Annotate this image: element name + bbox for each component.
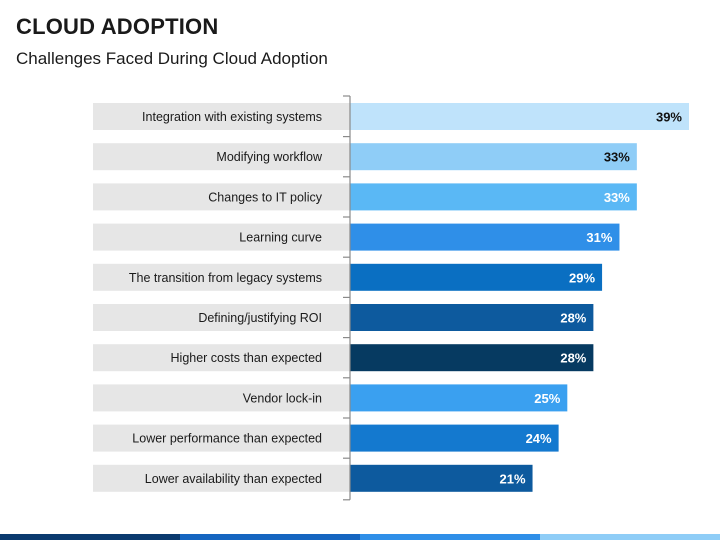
category-label: Defining/justifying ROI <box>198 311 322 325</box>
category-label-band <box>93 464 350 492</box>
bar <box>350 344 594 372</box>
bar <box>350 183 637 211</box>
category-label: Higher costs than expected <box>171 351 323 365</box>
category-label-band <box>93 103 350 130</box>
strip-segment-4 <box>540 534 720 540</box>
category-label: Vendor lock-in <box>243 391 322 405</box>
bar <box>350 304 594 331</box>
data-label: 31% <box>586 230 612 245</box>
strip-segment-1 <box>0 534 180 540</box>
category-label-band <box>93 143 350 171</box>
category-label-band <box>93 183 350 211</box>
category-label-band <box>93 263 350 291</box>
category-label-band <box>93 223 350 251</box>
category-label-band <box>93 424 350 452</box>
page-subtitle: Challenges Faced During Cloud Adoption <box>16 49 328 68</box>
strip-segment-3 <box>360 534 540 540</box>
category-label-band <box>93 344 350 372</box>
category-label: Lower performance than expected <box>132 432 322 446</box>
category-label: The transition from legacy systems <box>129 271 322 285</box>
category-label: Changes to IT policy <box>208 190 322 204</box>
strip-segment-2 <box>180 534 360 540</box>
bar <box>350 263 603 291</box>
bottom-color-strip <box>0 534 720 540</box>
data-label: 21% <box>500 471 526 486</box>
data-label: 33% <box>604 150 630 165</box>
category-label: Modifying workflow <box>216 150 323 164</box>
page-title: CLOUD ADOPTION <box>16 14 219 39</box>
bar <box>350 143 637 171</box>
data-label: 28% <box>560 311 586 326</box>
category-label-band <box>93 304 350 331</box>
bar <box>350 223 620 251</box>
bar <box>350 384 568 412</box>
category-label: Learning curve <box>239 231 322 245</box>
data-label: 24% <box>526 431 552 446</box>
category-label-band <box>93 384 350 412</box>
category-label: Lower availability than expected <box>145 472 322 486</box>
data-label: 33% <box>604 190 630 205</box>
category-label: Integration with existing systems <box>142 110 322 124</box>
bar <box>350 424 559 452</box>
bar <box>350 103 689 130</box>
data-label: 39% <box>656 110 682 125</box>
data-label: 25% <box>534 391 560 406</box>
data-label: 28% <box>560 351 586 366</box>
data-label: 29% <box>569 270 595 285</box>
bar <box>350 464 533 492</box>
